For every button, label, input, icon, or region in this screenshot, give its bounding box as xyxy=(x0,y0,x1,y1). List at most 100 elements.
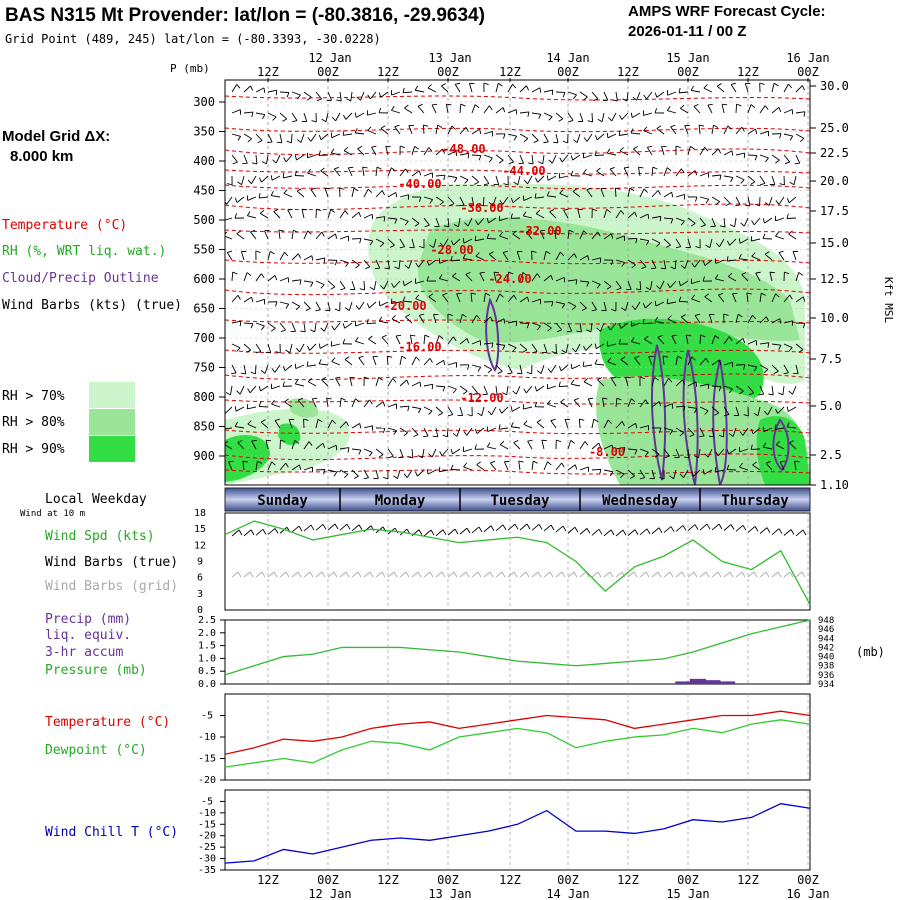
xs-wind-barb-flag xyxy=(690,222,696,227)
wind-barb-grid-flag xyxy=(489,571,494,578)
top-date-label-2: 14 Jan xyxy=(546,51,589,65)
xs-wind-barb-staff xyxy=(344,322,353,329)
xs-wind-barb-flag xyxy=(419,381,422,388)
wind-barb-grid-flag xyxy=(669,571,674,578)
xs-wind-barb-flag xyxy=(303,418,309,421)
xs-wind-barb-flag xyxy=(719,359,722,365)
xs-wind-barb-flag xyxy=(550,418,556,422)
xs-wind-barb xyxy=(687,381,698,387)
xs-wind-barb-flag xyxy=(616,287,622,291)
xs-wind-barb-staff xyxy=(795,111,805,114)
xs-wind-barb-staff xyxy=(459,385,468,392)
xs-wind-barb-staff xyxy=(247,406,257,410)
wind-barb-true xyxy=(699,523,711,531)
xs-wind-barb-staff xyxy=(225,406,233,414)
wind-barb-grid-flag xyxy=(321,571,326,578)
xs-wind-barb xyxy=(474,427,485,434)
xs-wind-barb-flag xyxy=(307,377,313,382)
xs-wind-barb-flag xyxy=(707,384,710,390)
xs-wind-barb xyxy=(311,112,317,123)
wind-barb-true-staff xyxy=(795,529,804,537)
wind-barb-true-flag xyxy=(454,528,459,535)
xs-wind-barb-staff xyxy=(571,364,581,370)
temp-ytick-label-0: -5 xyxy=(201,711,213,722)
xs-wind-barb-flag xyxy=(298,253,301,259)
xs-wind-barb xyxy=(339,187,345,198)
xs-wind-barb xyxy=(651,401,662,408)
xs-wind-barb-staff xyxy=(631,322,641,327)
xs-wind-barb-flag xyxy=(255,351,262,354)
xs-wind-barb-flag xyxy=(774,424,777,430)
xs-wind-barb-staff xyxy=(489,462,497,471)
xs-wind-barb xyxy=(762,442,773,450)
xs-wind-barb-flag xyxy=(497,371,503,374)
xs-wind-barb-staff xyxy=(732,293,737,303)
xs-wind-barb-flag xyxy=(573,94,577,100)
xs-wind-barb xyxy=(547,399,557,408)
wind-barb-true xyxy=(675,525,687,532)
xs-wind-barb-flag xyxy=(391,106,395,111)
xs-wind-barb xyxy=(402,296,413,303)
xs-wind-barb xyxy=(573,397,581,408)
xs-wind-barb xyxy=(247,385,257,394)
xs-wind-barb xyxy=(630,112,641,119)
xs-wind-barb-flag xyxy=(394,266,400,270)
xs-wind-barb xyxy=(699,334,706,345)
xs-wind-barb-flag xyxy=(750,428,754,434)
xs-wind-barb-staff xyxy=(704,296,713,303)
xs-wind-barb-flag xyxy=(428,410,433,415)
wind-barb-true-staff xyxy=(591,528,600,536)
wind-barb-true-staff xyxy=(603,529,612,537)
xs-wind-barb xyxy=(566,322,573,333)
wind-barb-grid-staff xyxy=(543,571,551,578)
wind-barb-true-flag xyxy=(586,528,591,534)
xs-wind-barb-flag xyxy=(358,212,362,217)
xs-wind-barb-staff xyxy=(753,217,761,226)
xs-wind-barb-staff xyxy=(614,187,617,198)
wind-barb-true xyxy=(783,529,795,536)
xs-wind-barb-flag xyxy=(320,327,325,332)
xs-wind-barb xyxy=(318,150,329,156)
xs-wind-barb xyxy=(495,293,504,303)
xs-wind-barb-flag xyxy=(503,133,506,139)
xs-wind-barb-flag xyxy=(502,345,506,351)
xs-wind-barb-staff xyxy=(547,175,557,181)
xs-wind-barb-staff xyxy=(579,112,584,122)
xs-wind-barb-flag xyxy=(666,244,671,248)
xs-wind-barb-flag xyxy=(387,355,393,358)
wind-barb-grid-flag xyxy=(465,571,470,578)
xs-wind-barb-staff xyxy=(747,175,756,183)
xs-wind-barb xyxy=(633,146,641,156)
xs-wind-barb-flag xyxy=(318,343,321,349)
xs-wind-barb-staff xyxy=(435,406,444,414)
xs-wind-barb-staff xyxy=(507,343,517,349)
xs-wind-barb xyxy=(303,280,314,287)
wind-barb-grid xyxy=(783,571,794,578)
xs-wind-barb-staff xyxy=(339,210,346,219)
xs-wind-barb-staff xyxy=(264,364,269,374)
wind-barb-true-flag xyxy=(478,526,483,533)
xs-wind-barb-flag xyxy=(415,294,420,300)
xs-wind-barb-flag xyxy=(539,87,542,93)
xs-wind-barb-staff xyxy=(663,191,672,198)
xs-wind-barb xyxy=(783,271,790,282)
xs-wind-barb-staff xyxy=(363,259,371,268)
xs-wind-barb xyxy=(510,196,521,204)
xs-wind-barb xyxy=(591,231,601,240)
xs-wind-barb-flag xyxy=(656,125,662,129)
xs-wind-barb-staff xyxy=(735,385,744,392)
wind-barb-grid-staff xyxy=(675,571,683,578)
xs-wind-barb-flag xyxy=(450,464,454,470)
wind-barb-true-staff xyxy=(531,523,540,531)
xs-wind-barb xyxy=(778,250,785,261)
xs-wind-barb xyxy=(702,469,713,475)
xs-wind-barb-staff xyxy=(536,421,545,429)
xs-wind-barb-staff xyxy=(667,318,677,324)
xs-wind-barb-staff xyxy=(285,154,293,163)
xs-wind-barb-flag xyxy=(371,214,374,220)
xs-wind-barb xyxy=(522,195,533,201)
wind-barb-grid-flag xyxy=(333,571,338,578)
xs-wind-barb xyxy=(775,231,785,240)
xs-wind-barb-staff xyxy=(447,406,454,415)
xs-wind-barb-staff xyxy=(735,103,738,114)
